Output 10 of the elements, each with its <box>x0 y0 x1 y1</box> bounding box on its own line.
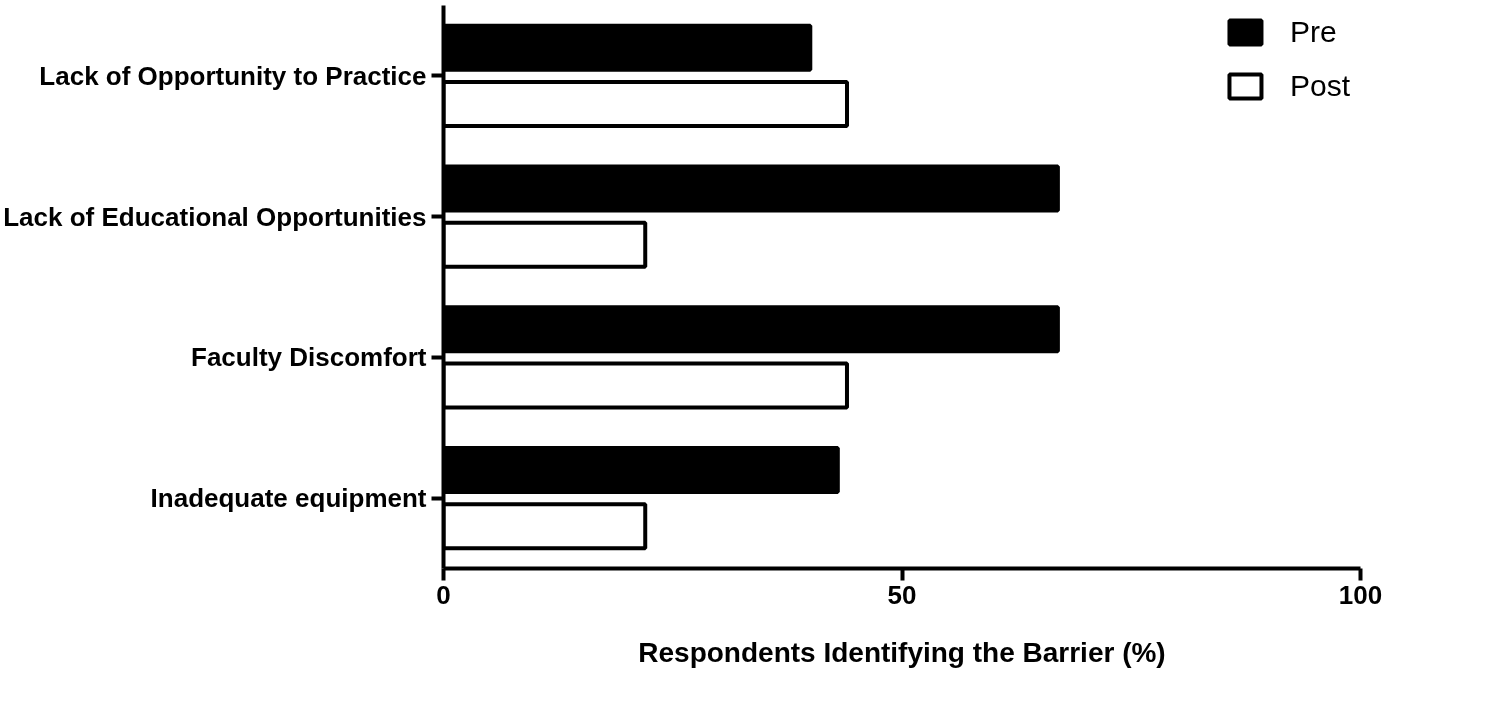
x-tick-label: 0 <box>436 579 451 610</box>
y-tick-label: Inadequate equipment <box>150 483 427 514</box>
y-tick-label: Lack of Opportunity to Practice <box>39 60 427 91</box>
x-tick-label: 100 <box>1338 579 1383 610</box>
legend-label: Post <box>1289 69 1350 103</box>
y-tick-label: Lack of Educational Opportunities <box>3 201 427 232</box>
legend-label: Pre <box>1289 15 1337 49</box>
x-tick-label: 50 <box>887 579 917 610</box>
x-axis-title: Respondents Identifying the Barrier (%) <box>638 636 1166 668</box>
y-tick-label: Faculty Discomfort <box>191 342 427 373</box>
